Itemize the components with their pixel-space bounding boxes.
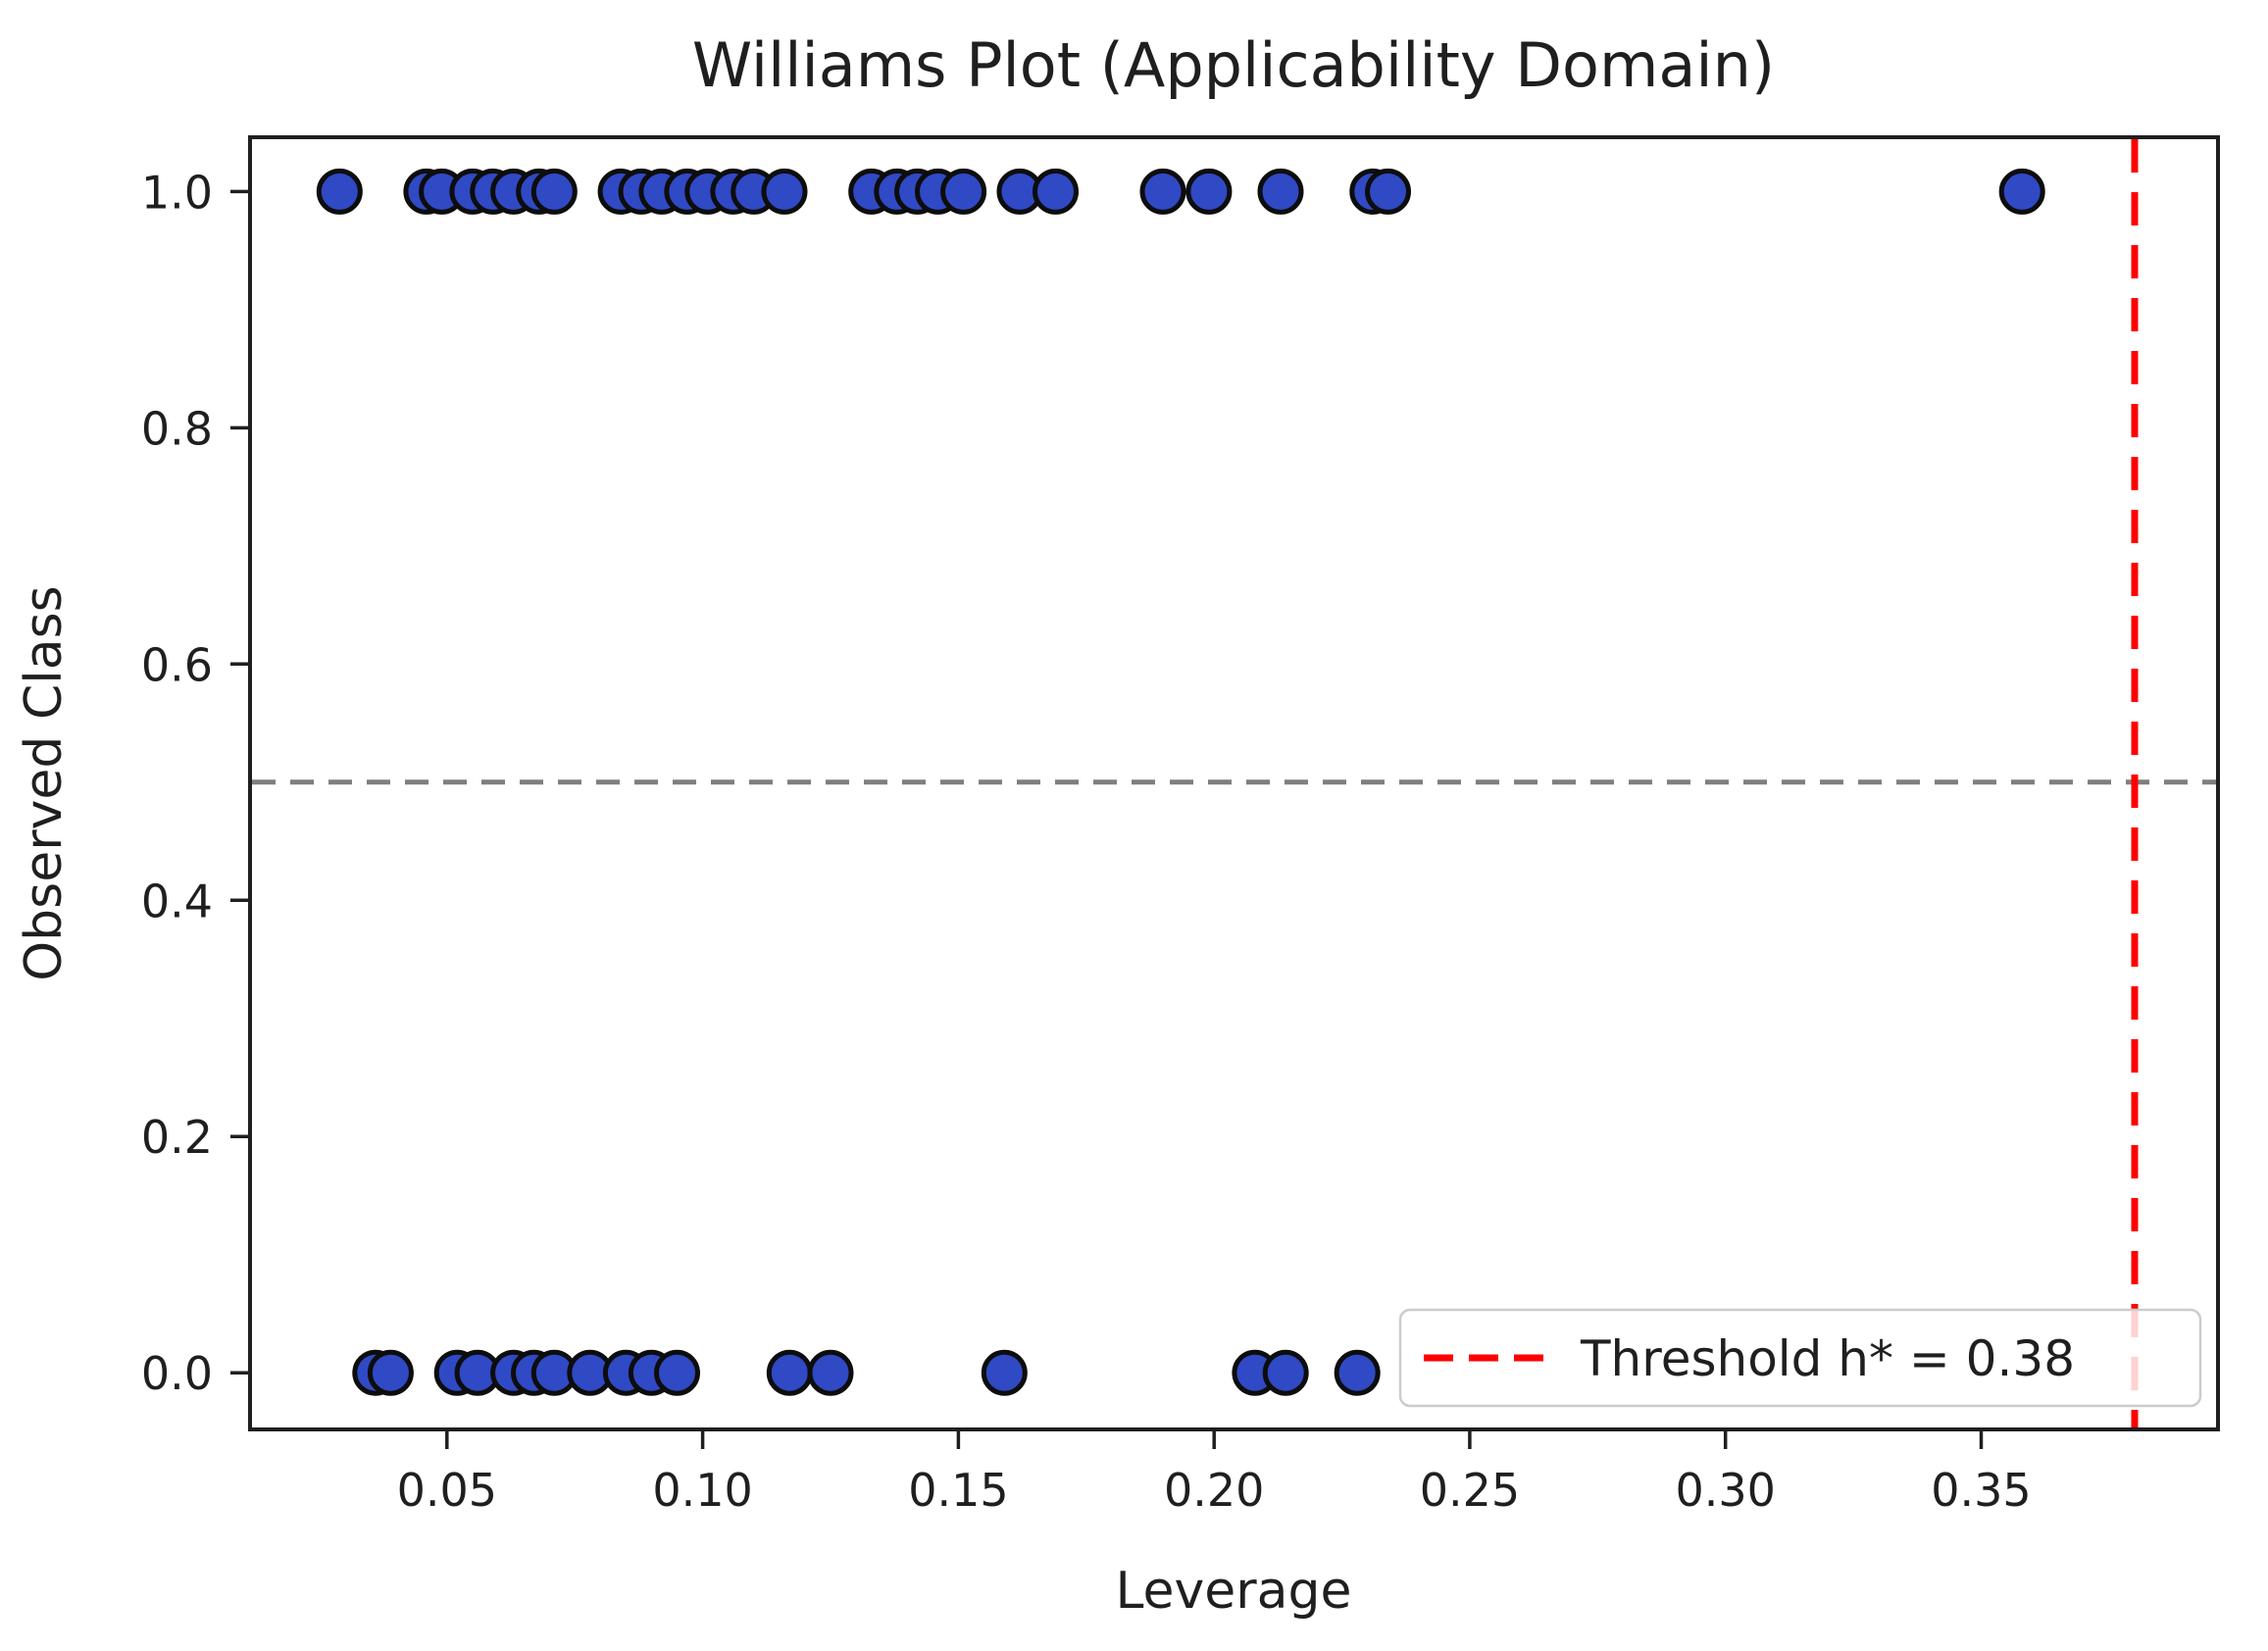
data-point [1257, 168, 1304, 215]
axes: 0.05 0.10 0.15 0.20 0.25 0.30 0.35 0.0 0.2 0.4 0.6… [141, 135, 2220, 1517]
chart-title: Williams Plot (Applicability Domain) [692, 29, 1775, 101]
y-tick-label: 0.4 [141, 875, 213, 927]
x-tick-label: 0.30 [1675, 1464, 1775, 1517]
data-point [654, 1349, 700, 1396]
data-point [1998, 168, 2045, 215]
data-point [1033, 168, 1079, 215]
legend: Threshold h* = 0.38 [1398, 1308, 2202, 1408]
data-point [1139, 168, 1186, 215]
x-tick-label: 0.25 [1420, 1464, 1520, 1517]
data-point [981, 1349, 1028, 1396]
data-point [761, 168, 808, 215]
x-tick-label: 0.10 [652, 1464, 752, 1517]
y-tick-label: 0.2 [141, 1111, 213, 1164]
legend-label: Threshold h* = 0.38 [1580, 1330, 2075, 1387]
data-point [1185, 168, 1233, 215]
data-point [530, 168, 578, 215]
y-tick-label: 0.0 [141, 1347, 213, 1400]
data-point [1262, 1349, 1309, 1396]
data-point [807, 1349, 854, 1396]
x-tick-label: 0.05 [397, 1464, 497, 1517]
data-point [940, 168, 987, 215]
data-point [1334, 1349, 1381, 1396]
data-point [367, 1349, 414, 1396]
y-axis-label: Observed Class [15, 585, 74, 981]
plot-area [252, 139, 2216, 1427]
x-tick-label: 0.15 [908, 1464, 1008, 1517]
data-point [316, 168, 363, 215]
data-point [1365, 168, 1411, 215]
x-tick-label: 0.35 [1931, 1464, 2031, 1517]
x-axis-label: Leverage [1115, 1562, 1351, 1621]
x-tick-label: 0.20 [1164, 1464, 1264, 1517]
legend-box [1398, 1308, 2202, 1408]
plot-frame [248, 135, 2220, 1431]
data-point [766, 1349, 813, 1396]
y-tick-label: 0.6 [141, 638, 213, 691]
y-tick-label: 1.0 [141, 166, 213, 219]
y-tick-label: 0.8 [141, 402, 213, 455]
